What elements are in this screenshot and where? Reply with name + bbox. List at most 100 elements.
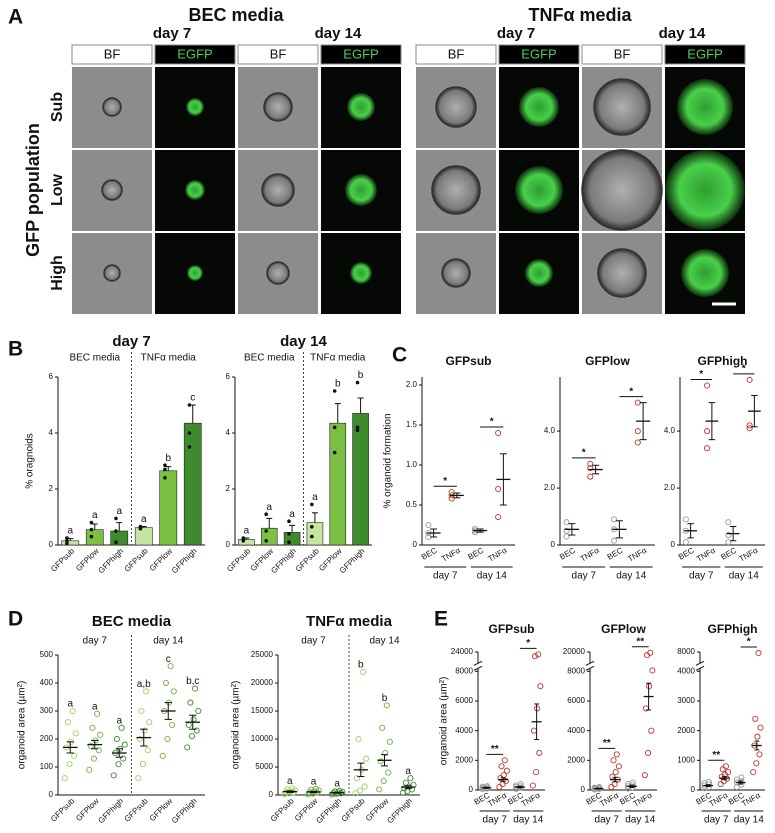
significance-star: * — [747, 637, 751, 648]
y-tick-label: 5000 — [255, 762, 273, 771]
group-label: day 7 — [595, 815, 620, 826]
significance-letter: a — [244, 526, 250, 537]
row-label: Sub — [49, 92, 66, 122]
data-point — [503, 767, 510, 774]
data-point — [563, 527, 570, 534]
data-point — [264, 512, 268, 516]
data-point — [187, 403, 192, 407]
significance-letter: b — [335, 379, 341, 390]
x-tick-label: GFPhigh — [314, 797, 343, 826]
data-point — [138, 524, 143, 529]
x-tick-label: GFPhigh — [338, 547, 367, 576]
panel-label: A — [8, 6, 23, 29]
data-point — [752, 715, 759, 722]
x-tick-label: BEC — [558, 546, 577, 562]
y-tick-label: 3000 — [677, 696, 695, 705]
data-point — [610, 537, 618, 544]
data-point — [757, 724, 764, 731]
x-tick-label: GFPhigh — [96, 547, 125, 576]
y-tick-label: 6 — [49, 372, 54, 381]
data-point — [495, 429, 502, 437]
data-point — [87, 742, 94, 750]
organoid — [261, 173, 295, 207]
significance-letter: a — [266, 502, 272, 513]
y-tick-label: 1.5 — [406, 420, 418, 429]
fluorescent-organoid — [681, 249, 729, 297]
data-point — [719, 766, 726, 773]
significance-letter: c — [166, 654, 171, 665]
data-point — [114, 516, 118, 521]
data-point — [162, 679, 169, 687]
data-point — [534, 705, 541, 712]
y-tick-label: 4 — [226, 428, 231, 437]
data-point — [634, 439, 641, 446]
x-tick-label: TNFα — [486, 546, 508, 564]
data-point — [141, 727, 148, 734]
data-point — [121, 741, 128, 748]
y-tick-label: 6 — [226, 372, 231, 381]
x-tick-label: GFPhigh — [170, 797, 199, 826]
x-tick-label: TNFα — [520, 791, 542, 809]
significance-letter: b — [382, 693, 388, 704]
data-point — [380, 777, 387, 785]
y-tick-label: 10000 — [251, 734, 274, 743]
chart-title: GFPsub — [445, 354, 491, 368]
data-point — [163, 463, 167, 468]
group-label: day 14 — [513, 815, 543, 826]
data-point — [536, 749, 543, 756]
axis-break — [695, 665, 705, 671]
y-axis-label: organoid area (µm²) — [17, 681, 28, 770]
data-point — [496, 783, 503, 791]
y-tick-label: 8000 — [567, 666, 585, 675]
data-point — [328, 791, 335, 798]
significance-star: * — [443, 476, 447, 487]
data-point — [185, 721, 192, 729]
group-label: BEC media — [244, 353, 295, 364]
data-point — [725, 531, 732, 539]
data-point — [264, 529, 268, 533]
group-label: day 7 — [301, 636, 326, 647]
data-point — [596, 783, 603, 791]
fluorescent-organoid — [186, 98, 204, 116]
data-point — [756, 751, 763, 758]
data-point — [360, 668, 367, 675]
y-tick-label: 2.0 — [664, 483, 676, 492]
fluorescent-organoid — [350, 262, 372, 284]
y-tick-label: 2000 — [455, 755, 473, 764]
data-point — [69, 707, 76, 715]
fluorescent-organoid — [519, 87, 559, 127]
chart-title: GFPhigh — [698, 354, 748, 368]
data-point — [167, 663, 174, 670]
y-tick-label: 0.5 — [406, 500, 418, 509]
group-label: day 7 — [572, 571, 597, 582]
data-point — [187, 445, 192, 449]
x-tick-label: TNFα — [695, 546, 717, 564]
x-tick-label: BEC — [606, 546, 625, 562]
significance-letter: a — [92, 701, 98, 712]
data-point — [376, 786, 383, 793]
data-point — [71, 752, 78, 759]
data-point — [169, 721, 176, 729]
data-point — [379, 724, 386, 731]
significance-letter: a — [92, 510, 98, 521]
group-label: day 14 — [477, 571, 507, 582]
data-point — [499, 781, 506, 788]
group-label: day 7 — [433, 571, 458, 582]
significance-letter: a,b — [137, 679, 151, 690]
significance-letter: a — [116, 506, 122, 517]
group-label: TNFα media — [310, 353, 366, 364]
y-tick-label: 2 — [226, 484, 231, 493]
x-tick-label: GFPsub — [49, 546, 77, 574]
y-tick-label: 2.0 — [406, 380, 418, 389]
y-tick-label: 4000 — [455, 726, 473, 735]
bar — [306, 522, 324, 546]
data-point — [649, 667, 656, 674]
x-tick-label: BEC — [466, 546, 485, 562]
significance-letter: b — [165, 453, 171, 464]
y-tick-label: 4000 — [567, 726, 585, 735]
data-point — [495, 485, 502, 493]
data-point — [159, 752, 166, 759]
y-tick-label: 24000 — [451, 647, 474, 656]
significance-star: * — [526, 638, 530, 649]
x-tick-label: TNFα — [632, 791, 654, 809]
